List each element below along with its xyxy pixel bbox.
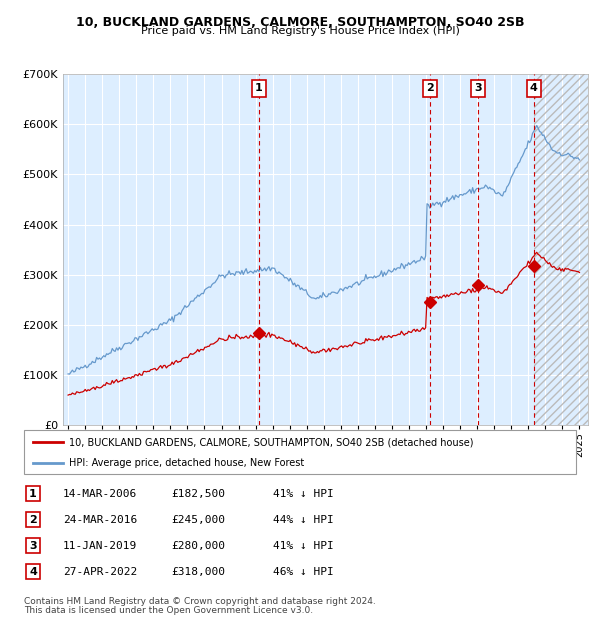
Text: 11-JAN-2019: 11-JAN-2019 <box>63 541 137 551</box>
Text: 2: 2 <box>426 84 434 94</box>
Text: 3: 3 <box>474 84 482 94</box>
Text: 1: 1 <box>255 84 263 94</box>
Text: £245,000: £245,000 <box>171 515 225 525</box>
Text: £318,000: £318,000 <box>171 567 225 577</box>
Text: 10, BUCKLAND GARDENS, CALMORE, SOUTHAMPTON, SO40 2SB: 10, BUCKLAND GARDENS, CALMORE, SOUTHAMPT… <box>76 16 524 29</box>
Text: £182,500: £182,500 <box>171 489 225 498</box>
Text: 24-MAR-2016: 24-MAR-2016 <box>63 515 137 525</box>
Text: 4: 4 <box>29 567 37 577</box>
Text: 1: 1 <box>29 489 37 498</box>
Text: 2: 2 <box>29 515 37 525</box>
Text: 14-MAR-2006: 14-MAR-2006 <box>63 489 137 498</box>
Text: 3: 3 <box>29 541 37 551</box>
Text: 41% ↓ HPI: 41% ↓ HPI <box>273 489 334 498</box>
Text: 46% ↓ HPI: 46% ↓ HPI <box>273 567 334 577</box>
Text: 4: 4 <box>530 84 538 94</box>
Text: HPI: Average price, detached house, New Forest: HPI: Average price, detached house, New … <box>69 458 304 468</box>
Text: 44% ↓ HPI: 44% ↓ HPI <box>273 515 334 525</box>
Text: 10, BUCKLAND GARDENS, CALMORE, SOUTHAMPTON, SO40 2SB (detached house): 10, BUCKLAND GARDENS, CALMORE, SOUTHAMPT… <box>69 437 473 447</box>
Text: £280,000: £280,000 <box>171 541 225 551</box>
Text: Price paid vs. HM Land Registry's House Price Index (HPI): Price paid vs. HM Land Registry's House … <box>140 26 460 36</box>
Text: Contains HM Land Registry data © Crown copyright and database right 2024.: Contains HM Land Registry data © Crown c… <box>24 597 376 606</box>
Text: This data is licensed under the Open Government Licence v3.0.: This data is licensed under the Open Gov… <box>24 606 313 615</box>
Text: 27-APR-2022: 27-APR-2022 <box>63 567 137 577</box>
Text: 41% ↓ HPI: 41% ↓ HPI <box>273 541 334 551</box>
